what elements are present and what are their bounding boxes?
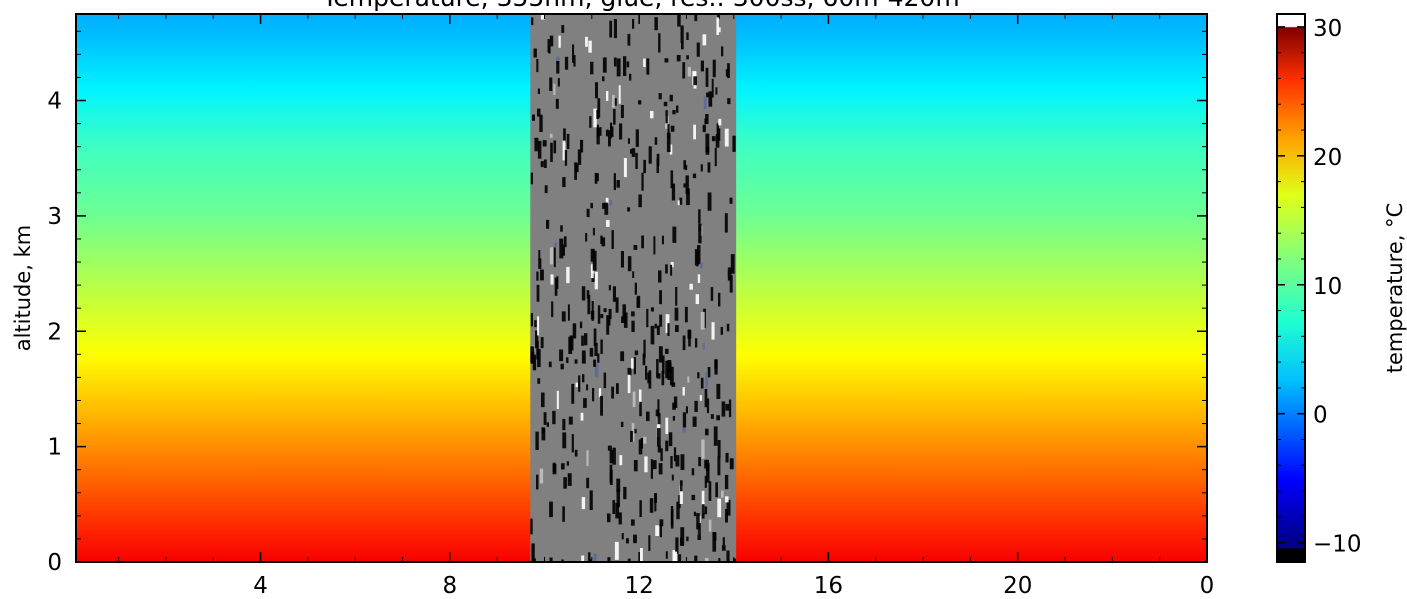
colorbar-tick-label: 0	[1313, 403, 1328, 429]
y-axis: 0 1 2 3 4	[47, 30, 1207, 576]
colorbar-tick-label: −10	[1313, 532, 1362, 558]
x-tick-label: 4	[253, 573, 268, 599]
y-tick-label: 1	[47, 435, 62, 461]
x-tick-label: 16	[814, 573, 843, 599]
invalid-data-region	[530, 14, 737, 562]
x-tick-label: 20	[1003, 573, 1032, 599]
x-tick-label: 0	[1200, 573, 1215, 599]
plot-frame	[75, 13, 1208, 563]
chart-title: Temperature, 355nm, glue, res.: 300ss, 6…	[321, 0, 959, 12]
colorbar-tick-label: 10	[1313, 274, 1342, 300]
plot-area	[76, 14, 1207, 562]
x-tick-label: 8	[443, 573, 458, 599]
y-tick-label: 0	[47, 550, 62, 576]
colorbar	[1276, 13, 1306, 563]
y-tick-label: 4	[47, 89, 62, 115]
x-axis: 4 8 12 16 20 0	[118, 14, 1215, 599]
x-tick-label: 12	[624, 573, 653, 599]
y-tick-label: 3	[47, 204, 62, 230]
colorbar-label: temperature, °C	[1383, 203, 1407, 374]
colorbar-tick-label: 20	[1313, 145, 1342, 171]
y-axis-label: altitude, km	[11, 225, 35, 352]
y-tick-label: 2	[47, 319, 62, 345]
colorbar-axis: −10 0 10 20 30	[1277, 16, 1362, 558]
colorbar-tick-label: 30	[1313, 16, 1342, 42]
